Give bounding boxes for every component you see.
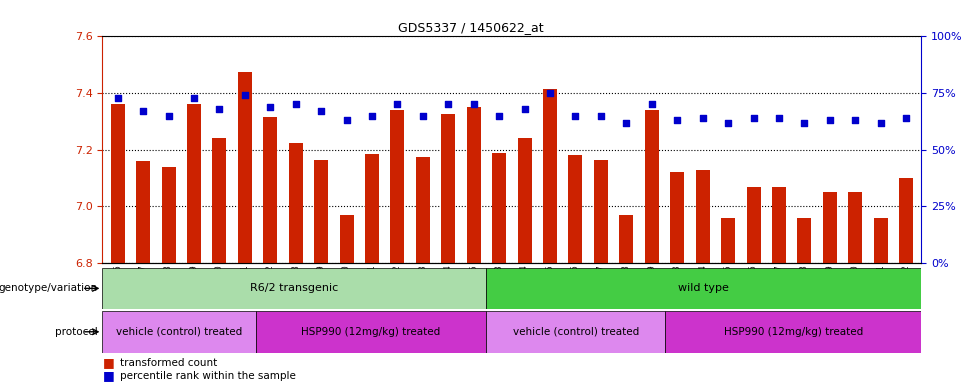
Bar	[442, 114, 455, 263]
Bar	[823, 192, 837, 263]
Point	[771, 115, 787, 121]
Text: wild type: wild type	[679, 283, 729, 293]
Bar	[314, 160, 329, 263]
Text: HSP990 (12mg/kg) treated: HSP990 (12mg/kg) treated	[723, 327, 863, 337]
Bar	[798, 218, 811, 263]
Point	[695, 115, 711, 121]
Point	[618, 119, 634, 126]
Bar	[874, 218, 887, 263]
Bar	[102, 268, 487, 309]
Point	[136, 108, 151, 114]
Bar	[289, 143, 302, 263]
Bar	[568, 156, 582, 263]
Point	[822, 117, 838, 123]
Bar	[747, 187, 760, 263]
Bar	[102, 311, 255, 353]
Point	[567, 113, 583, 119]
Bar	[594, 160, 607, 263]
Bar	[619, 215, 634, 263]
Text: percentile rank within the sample: percentile rank within the sample	[120, 371, 295, 381]
Bar	[487, 268, 921, 309]
Point	[491, 113, 507, 119]
Point	[898, 115, 914, 121]
Text: vehicle (control) treated: vehicle (control) treated	[513, 327, 639, 337]
Point	[390, 101, 406, 108]
Point	[644, 101, 659, 108]
Text: ■: ■	[102, 356, 114, 369]
Bar	[213, 139, 226, 263]
Point	[415, 113, 431, 119]
Bar	[255, 311, 487, 353]
Point	[873, 119, 888, 126]
Bar	[339, 215, 354, 263]
Point	[338, 117, 354, 123]
Text: genotype/variation: genotype/variation	[0, 283, 98, 293]
Text: HSP990 (12mg/kg) treated: HSP990 (12mg/kg) treated	[301, 327, 441, 337]
Point	[313, 108, 329, 114]
Point	[797, 119, 812, 126]
Bar	[543, 89, 557, 263]
Bar	[492, 152, 506, 263]
Bar	[467, 107, 481, 263]
Point	[847, 117, 863, 123]
Bar	[518, 139, 531, 263]
Bar	[136, 161, 150, 263]
Point	[365, 113, 380, 119]
Point	[237, 92, 253, 98]
Point	[746, 115, 761, 121]
Bar	[263, 117, 277, 263]
Bar	[238, 72, 252, 263]
Text: ■: ■	[102, 369, 114, 382]
Point	[186, 94, 202, 101]
Bar	[365, 154, 379, 263]
Bar	[772, 187, 786, 263]
Point	[212, 106, 227, 112]
Bar	[487, 311, 665, 353]
Bar	[722, 218, 735, 263]
Point	[721, 119, 736, 126]
Point	[288, 101, 303, 108]
Point	[517, 106, 532, 112]
Point	[110, 94, 126, 101]
Text: vehicle (control) treated: vehicle (control) treated	[116, 327, 242, 337]
Text: transformed count: transformed count	[120, 358, 217, 368]
Text: R6/2 transgenic: R6/2 transgenic	[251, 283, 338, 293]
Bar	[899, 178, 914, 263]
Bar	[670, 172, 684, 263]
Bar	[110, 104, 125, 263]
Bar	[644, 110, 659, 263]
Bar	[390, 110, 405, 263]
Bar	[695, 170, 710, 263]
Bar	[416, 157, 430, 263]
Bar	[848, 192, 862, 263]
Point	[161, 113, 176, 119]
Bar	[665, 311, 921, 353]
Point	[542, 90, 558, 96]
Point	[593, 113, 608, 119]
Point	[466, 101, 482, 108]
Bar	[162, 167, 175, 263]
Point	[441, 101, 456, 108]
Bar	[187, 104, 201, 263]
Point	[262, 104, 278, 110]
Point	[670, 117, 685, 123]
Text: protocol: protocol	[55, 327, 98, 337]
Title: GDS5337 / 1450622_at: GDS5337 / 1450622_at	[398, 21, 544, 34]
